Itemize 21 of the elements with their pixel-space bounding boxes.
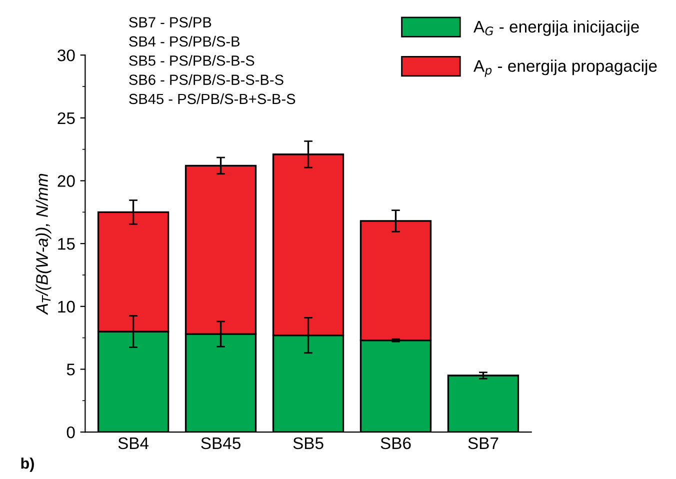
x-tick-label: SB45 — [201, 437, 240, 450]
y-tick-label: 15 — [58, 238, 75, 250]
y-tick-label: 20 — [58, 175, 75, 187]
x-tick-label: SB6 — [380, 437, 411, 450]
legend-label: A$_{G}$ - energija inicijacije — [473, 20, 639, 36]
y-tick-label: 25 — [58, 112, 75, 124]
x-tick-label: SB4 — [118, 437, 149, 450]
annotation: SB45 - PS/PB/S-B+S-B-S — [129, 93, 296, 104]
annotation: SB5 - PS/PB/S-B-S — [129, 55, 254, 66]
y-axis-title: A$_{T}$/(B(W-a)), N/mm — [36, 174, 52, 315]
y-tick-label: 10 — [58, 300, 75, 313]
legend-label: A$_{p}$ - energija propagacije — [473, 60, 657, 77]
text: SB7 - PS/PB — [129, 16, 212, 28]
y-tick-label: 0 — [66, 426, 75, 438]
y-tick-label: 30 — [58, 49, 75, 62]
x-tick-label: SB7 — [468, 437, 498, 450]
x-tick-label: SB5 — [293, 437, 324, 450]
y-tick-label: 5 — [66, 364, 75, 376]
annotation: SB6 - PS/PB/S-B-S-B-S — [129, 74, 284, 85]
text: SB4 - PS/PB/S-B — [129, 36, 240, 47]
text: b) — [21, 458, 34, 472]
